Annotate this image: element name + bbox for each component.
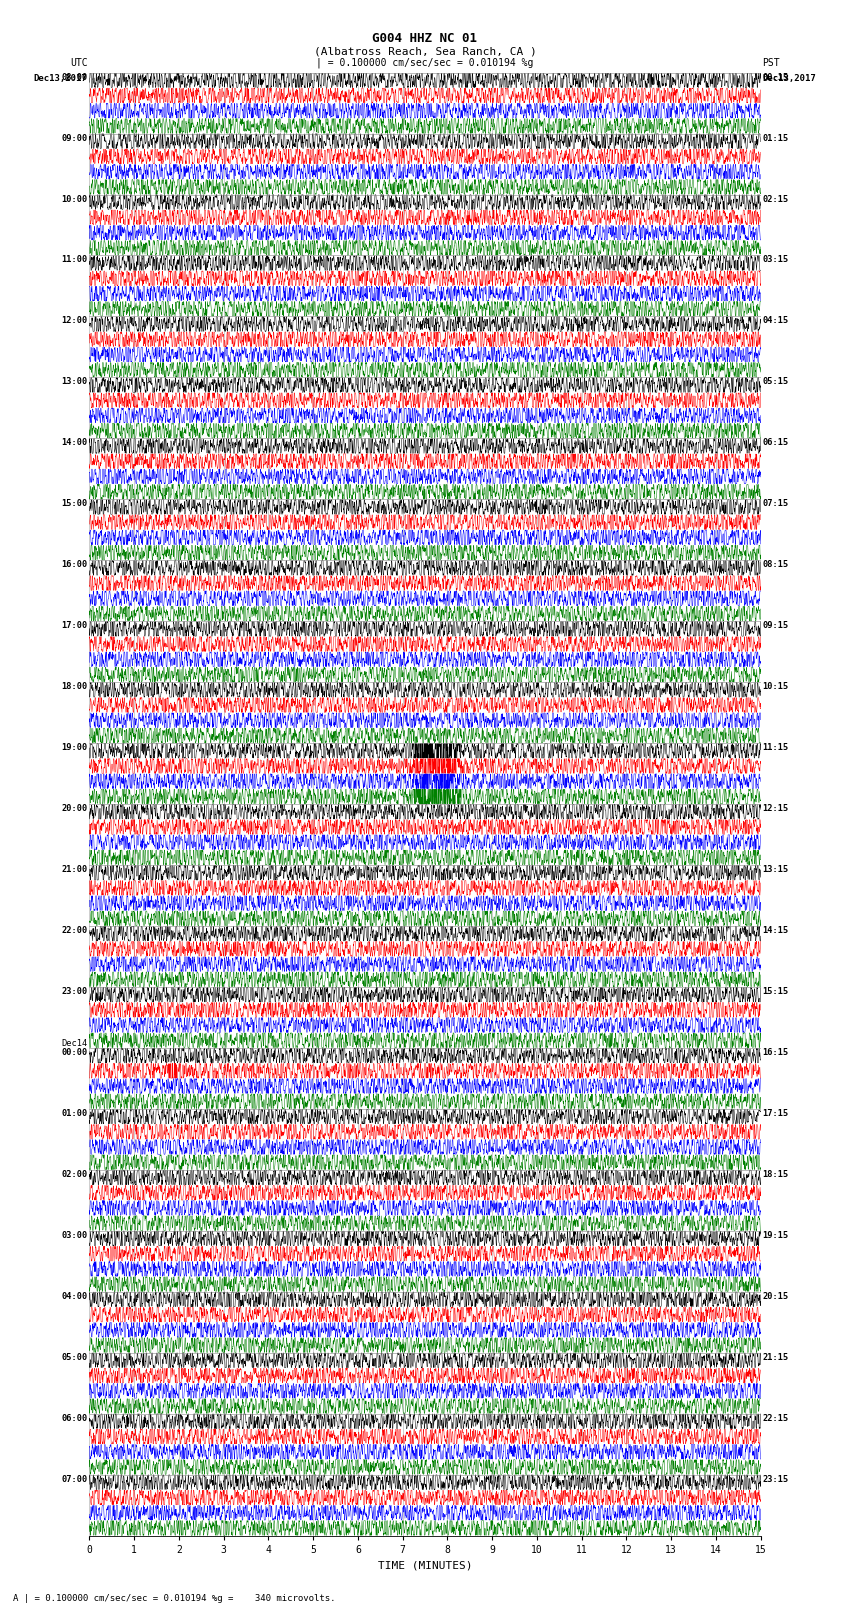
- Text: 05:00: 05:00: [61, 1353, 88, 1361]
- Text: 06:00: 06:00: [61, 1413, 88, 1423]
- X-axis label: TIME (MINUTES): TIME (MINUTES): [377, 1560, 473, 1569]
- Text: 19:15: 19:15: [762, 1231, 789, 1240]
- Text: Dec13,2017: Dec13,2017: [762, 74, 816, 84]
- Text: 01:15: 01:15: [762, 134, 789, 142]
- Text: 09:15: 09:15: [762, 621, 789, 631]
- Text: 19:00: 19:00: [61, 744, 88, 752]
- Text: 01:00: 01:00: [61, 1108, 88, 1118]
- Text: 14:00: 14:00: [61, 439, 88, 447]
- Text: 05:15: 05:15: [762, 377, 789, 387]
- Text: 16:15: 16:15: [762, 1048, 789, 1057]
- Text: 15:15: 15:15: [762, 987, 789, 995]
- Text: 04:15: 04:15: [762, 316, 789, 326]
- Text: 07:15: 07:15: [762, 500, 789, 508]
- Text: 10:00: 10:00: [61, 195, 88, 203]
- Text: 06:15: 06:15: [762, 439, 789, 447]
- Text: 18:15: 18:15: [762, 1169, 789, 1179]
- Text: Dec13,2017: Dec13,2017: [34, 74, 88, 84]
- Text: 03:00: 03:00: [61, 1231, 88, 1240]
- Text: 09:00: 09:00: [61, 134, 88, 142]
- Text: 08:15: 08:15: [762, 560, 789, 569]
- Text: 11:15: 11:15: [762, 744, 789, 752]
- Text: 08:00: 08:00: [61, 73, 88, 82]
- Text: 00:15: 00:15: [762, 73, 789, 82]
- Text: 00:00: 00:00: [61, 1048, 88, 1057]
- Text: 03:15: 03:15: [762, 255, 789, 265]
- Text: G004 HHZ NC 01: G004 HHZ NC 01: [372, 32, 478, 45]
- Text: 18:00: 18:00: [61, 682, 88, 690]
- Text: 23:00: 23:00: [61, 987, 88, 995]
- Text: 04:00: 04:00: [61, 1292, 88, 1300]
- Text: 22:00: 22:00: [61, 926, 88, 936]
- Text: 17:15: 17:15: [762, 1108, 789, 1118]
- Text: PST: PST: [762, 58, 780, 68]
- Text: (Albatross Reach, Sea Ranch, CA ): (Albatross Reach, Sea Ranch, CA ): [314, 47, 536, 56]
- Text: Dec14: Dec14: [61, 1039, 88, 1048]
- Text: 02:15: 02:15: [762, 195, 789, 203]
- Text: 12:15: 12:15: [762, 805, 789, 813]
- Text: 21:00: 21:00: [61, 865, 88, 874]
- Text: 12:00: 12:00: [61, 316, 88, 326]
- Text: 23:15: 23:15: [762, 1474, 789, 1484]
- Text: | = 0.100000 cm/sec/sec = 0.010194 %g: | = 0.100000 cm/sec/sec = 0.010194 %g: [316, 56, 534, 68]
- Text: 22:15: 22:15: [762, 1413, 789, 1423]
- Text: 17:00: 17:00: [61, 621, 88, 631]
- Text: 11:00: 11:00: [61, 255, 88, 265]
- Text: 20:00: 20:00: [61, 805, 88, 813]
- Text: 16:00: 16:00: [61, 560, 88, 569]
- Text: 14:15: 14:15: [762, 926, 789, 936]
- Text: A | = 0.100000 cm/sec/sec = 0.010194 %g =    340 microvolts.: A | = 0.100000 cm/sec/sec = 0.010194 %g …: [13, 1594, 335, 1603]
- Text: 21:15: 21:15: [762, 1353, 789, 1361]
- Text: 15:00: 15:00: [61, 500, 88, 508]
- Text: 07:00: 07:00: [61, 1474, 88, 1484]
- Text: 02:00: 02:00: [61, 1169, 88, 1179]
- Text: 20:15: 20:15: [762, 1292, 789, 1300]
- Text: 10:15: 10:15: [762, 682, 789, 690]
- Text: 13:15: 13:15: [762, 865, 789, 874]
- Text: 13:00: 13:00: [61, 377, 88, 387]
- Text: UTC: UTC: [70, 58, 88, 68]
